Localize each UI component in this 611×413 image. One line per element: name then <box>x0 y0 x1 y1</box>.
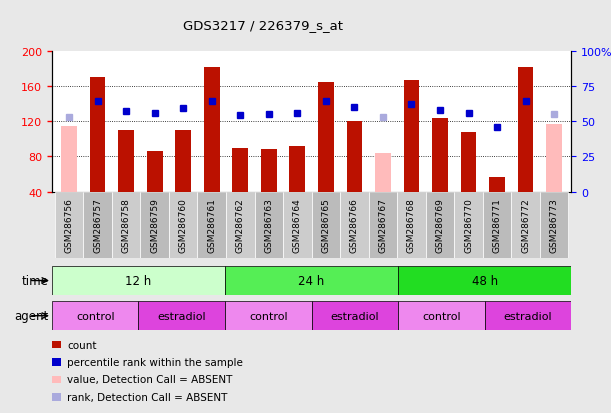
Text: estradiol: estradiol <box>158 311 206 321</box>
Text: value, Detection Call = ABSENT: value, Detection Call = ABSENT <box>67 375 233 385</box>
Text: time: time <box>22 274 49 287</box>
Bar <box>226 192 255 258</box>
Text: GSM286764: GSM286764 <box>293 197 302 252</box>
Bar <box>119 131 134 192</box>
Bar <box>61 126 77 192</box>
Bar <box>197 192 226 258</box>
Bar <box>52 301 139 330</box>
Bar <box>511 192 540 258</box>
Bar <box>432 118 448 192</box>
Bar <box>52 266 225 295</box>
Text: GSM286769: GSM286769 <box>436 197 445 252</box>
Text: GSM286759: GSM286759 <box>150 197 159 252</box>
Bar <box>346 122 362 192</box>
Bar <box>398 301 485 330</box>
Text: control: control <box>76 311 114 321</box>
Text: rank, Detection Call = ABSENT: rank, Detection Call = ABSENT <box>67 392 227 402</box>
Bar <box>368 192 397 258</box>
Text: GSM286770: GSM286770 <box>464 197 473 252</box>
Bar <box>518 67 533 192</box>
Bar <box>225 301 312 330</box>
Text: GDS3217 / 226379_s_at: GDS3217 / 226379_s_at <box>183 19 343 31</box>
Bar <box>175 131 191 192</box>
Text: GSM286761: GSM286761 <box>207 197 216 252</box>
Text: 24 h: 24 h <box>299 274 324 287</box>
Bar <box>312 301 398 330</box>
Text: GSM286763: GSM286763 <box>265 197 273 252</box>
Bar <box>83 192 112 258</box>
Bar <box>169 192 197 258</box>
Bar <box>312 192 340 258</box>
Bar <box>455 192 483 258</box>
Text: agent: agent <box>15 309 49 323</box>
Text: GSM286762: GSM286762 <box>236 197 245 252</box>
Text: GSM286765: GSM286765 <box>321 197 331 252</box>
Text: GSM286766: GSM286766 <box>350 197 359 252</box>
Bar <box>397 192 426 258</box>
Text: GSM286768: GSM286768 <box>407 197 416 252</box>
Bar <box>404 81 419 192</box>
Text: control: control <box>422 311 461 321</box>
Text: GSM286772: GSM286772 <box>521 197 530 252</box>
Text: estradiol: estradiol <box>331 311 379 321</box>
Bar <box>261 150 277 192</box>
Bar <box>283 192 312 258</box>
Bar <box>290 147 305 192</box>
Bar <box>398 266 571 295</box>
Bar <box>147 152 163 192</box>
Bar <box>489 177 505 192</box>
Bar <box>485 301 571 330</box>
Bar <box>90 78 106 192</box>
Bar <box>225 266 398 295</box>
Text: GSM286771: GSM286771 <box>492 197 502 252</box>
Text: GSM286756: GSM286756 <box>65 197 73 252</box>
Text: GSM286773: GSM286773 <box>550 197 558 252</box>
Text: GSM286758: GSM286758 <box>122 197 131 252</box>
Bar <box>204 67 219 192</box>
Text: percentile rank within the sample: percentile rank within the sample <box>67 357 243 367</box>
Bar <box>318 82 334 192</box>
Text: GSM286760: GSM286760 <box>178 197 188 252</box>
Text: estradiol: estradiol <box>503 311 552 321</box>
Bar <box>540 192 568 258</box>
Bar <box>426 192 455 258</box>
Text: count: count <box>67 340 97 350</box>
Bar <box>375 154 391 192</box>
Bar <box>483 192 511 258</box>
Bar <box>141 192 169 258</box>
Text: 48 h: 48 h <box>472 274 498 287</box>
Bar <box>546 124 562 192</box>
Bar <box>340 192 368 258</box>
Bar <box>55 192 83 258</box>
Text: control: control <box>249 311 288 321</box>
Text: GSM286757: GSM286757 <box>93 197 102 252</box>
Bar <box>461 132 477 192</box>
Bar <box>112 192 141 258</box>
Text: 12 h: 12 h <box>125 274 152 287</box>
Bar <box>232 148 248 192</box>
Bar <box>139 301 225 330</box>
Text: GSM286767: GSM286767 <box>378 197 387 252</box>
Bar <box>255 192 283 258</box>
